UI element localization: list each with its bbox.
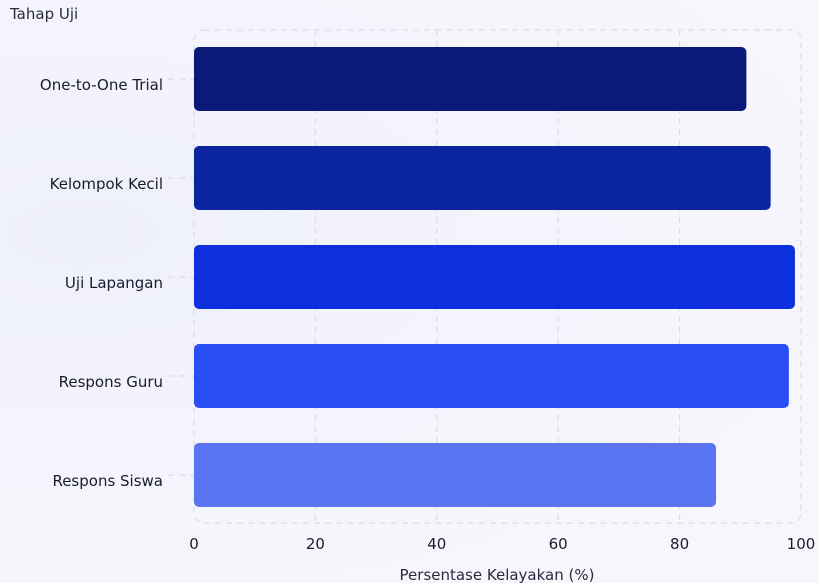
x-tick-label-60: 60 <box>549 535 568 553</box>
category-label-uji-lapangan: Uji Lapangan <box>65 274 163 292</box>
y-axis-title: Tahap Uji <box>9 5 78 23</box>
bar-respons-siswa <box>194 443 717 507</box>
bar-one-to-one-trial <box>194 47 747 111</box>
x-tick-label-0: 0 <box>189 535 199 553</box>
category-label-respons-siswa: Respons Siswa <box>52 472 163 490</box>
bar-uji-lapangan <box>194 245 795 309</box>
bars <box>194 47 795 507</box>
x-axis-title: Persentase Kelayakan (%) <box>400 566 595 583</box>
x-tick-label-40: 40 <box>427 535 446 553</box>
bar-kelompok-kecil <box>194 146 771 210</box>
x-tick-label-20: 20 <box>306 535 325 553</box>
x-tick-label-100: 100 <box>787 535 816 553</box>
category-labels: One-to-One Trial Kelompok Kecil Uji Lapang… <box>40 76 163 490</box>
bar-respons-guru <box>194 344 789 408</box>
x-tick-label-80: 80 <box>670 535 689 553</box>
category-label-one-to-one-trial: One-to-One Trial <box>40 76 163 94</box>
category-label-respons-guru: Respons Guru <box>59 373 163 391</box>
category-label-kelompok-kecil: Kelompok Kecil <box>50 175 163 193</box>
x-tick-labels: 0 20 40 60 80 100 <box>189 535 815 553</box>
